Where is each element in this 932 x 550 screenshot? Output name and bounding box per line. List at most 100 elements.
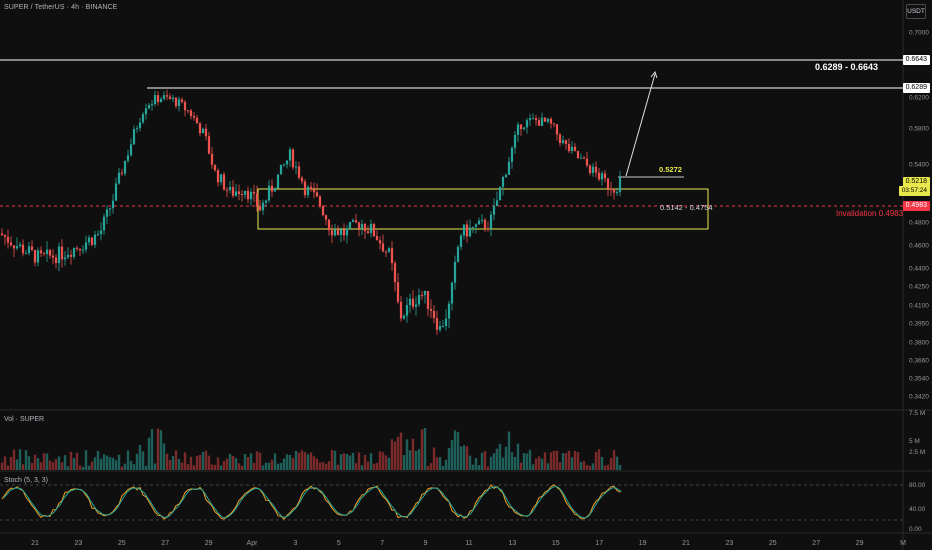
- volume-bar: [513, 456, 517, 470]
- volume-bar: [375, 462, 379, 470]
- candle-body: [81, 249, 85, 251]
- candle-body: [573, 146, 577, 151]
- volume-bar: [258, 452, 262, 470]
- volume-tick-2-5m: 2.5 M: [909, 449, 925, 456]
- candle-body: [234, 191, 238, 196]
- volume-bar: [597, 449, 601, 470]
- candle-body: [228, 187, 232, 190]
- invalidation-label: Invalidation 0.4983: [836, 209, 904, 218]
- candle-body: [78, 248, 82, 251]
- volume-bar: [483, 451, 487, 470]
- time-tick: 11: [465, 540, 472, 547]
- volume-bar: [105, 455, 109, 470]
- volume-bar: [387, 457, 391, 470]
- volume-bar: [318, 462, 322, 470]
- candle-body: [441, 326, 445, 328]
- volume-bar: [207, 455, 211, 470]
- volume-bar: [180, 462, 184, 470]
- stoch-d-line: [3, 485, 622, 519]
- volume-bar: [570, 457, 574, 470]
- candle-body: [372, 223, 376, 237]
- candle-body: [156, 95, 160, 103]
- volume-bar: [519, 462, 523, 470]
- candle-body: [69, 254, 73, 257]
- volume-bar: [267, 462, 271, 470]
- volume-bar: [465, 446, 469, 470]
- price-tick: 0.4100: [909, 303, 929, 310]
- candle-body: [483, 219, 487, 229]
- candle-body: [420, 294, 424, 296]
- candle-body: [111, 200, 115, 209]
- volume-tick-7-5m: 7.5 M: [909, 410, 925, 417]
- candle-body: [327, 219, 331, 231]
- candle-body: [171, 97, 175, 99]
- price-tick: 0.3540: [909, 376, 929, 383]
- volume-bar: [351, 452, 355, 470]
- level-05272-label: 0.5272: [659, 165, 682, 174]
- volume-bar: [363, 454, 367, 470]
- candle-body: [21, 244, 25, 254]
- price-tick: 0.7000: [909, 30, 929, 37]
- support-zone-box[interactable]: [257, 188, 709, 230]
- volume-bar: [252, 462, 256, 470]
- candle-body: [363, 223, 367, 232]
- volume-bar: [108, 457, 112, 470]
- candle-body: [276, 174, 280, 189]
- candle-body: [3, 235, 7, 237]
- volume-bar: [3, 456, 7, 470]
- candle-body: [15, 246, 19, 249]
- candle-body: [219, 174, 223, 183]
- candle-body: [48, 249, 52, 256]
- candle-body: [162, 95, 166, 99]
- volume-bar: [30, 462, 34, 470]
- symbol-header[interactable]: SUPER / TetherUS · 4h · BINANCE: [4, 4, 118, 11]
- candle-body: [444, 318, 448, 327]
- price-tick: 0.3660: [909, 358, 929, 365]
- candle-body: [168, 96, 172, 99]
- volume-bar: [339, 454, 343, 470]
- candle-body: [186, 110, 190, 112]
- volume-bar: [270, 459, 274, 470]
- volume-bar: [18, 449, 22, 470]
- volume-bar: [435, 457, 439, 470]
- volume-bar: [48, 460, 52, 470]
- volume-bar: [129, 460, 133, 470]
- volume-bar: [600, 456, 604, 470]
- candle-body: [147, 105, 151, 109]
- volume-bar: [54, 459, 58, 470]
- volume-bar: [594, 452, 598, 470]
- candle-body: [516, 124, 520, 135]
- candle-body: [546, 118, 550, 122]
- volume-bar: [255, 451, 259, 470]
- volume-indicator-label[interactable]: Vol · SUPER: [4, 416, 45, 423]
- projection-arrow-line[interactable]: [625, 73, 656, 177]
- candle-body: [39, 250, 43, 254]
- volume-bars-layer: [0, 428, 622, 470]
- volume-bar: [216, 457, 220, 470]
- volume-bar: [150, 429, 154, 470]
- candle-body: [531, 118, 535, 120]
- volume-bar: [69, 451, 73, 470]
- volume-bar: [21, 464, 25, 470]
- currency-button[interactable]: USDT: [906, 4, 926, 19]
- volume-bar: [561, 453, 565, 470]
- volume-bar: [393, 441, 397, 470]
- candle-body: [258, 206, 262, 211]
- candle-body: [51, 255, 55, 258]
- volume-bar: [297, 452, 301, 470]
- candle-body: [6, 236, 10, 243]
- volume-bar: [168, 459, 172, 470]
- candle-body: [291, 149, 295, 168]
- candle-body: [378, 240, 382, 244]
- volume-bar: [141, 451, 145, 470]
- price-tick: 0.3420: [909, 394, 929, 401]
- volume-bar: [495, 448, 499, 470]
- candle-body: [582, 157, 586, 159]
- stoch-indicator-label[interactable]: Stoch (5, 3, 3): [4, 477, 48, 484]
- volume-bar: [486, 466, 490, 470]
- price-tick: 0.4250: [909, 284, 929, 291]
- volume-bar: [228, 453, 232, 470]
- time-axis[interactable]: 21 23 25 27 29 Apr 3 5 7 9 11 13 15 17 19 21 23 25 27 29 M: [31, 540, 906, 547]
- candle-body: [426, 291, 430, 309]
